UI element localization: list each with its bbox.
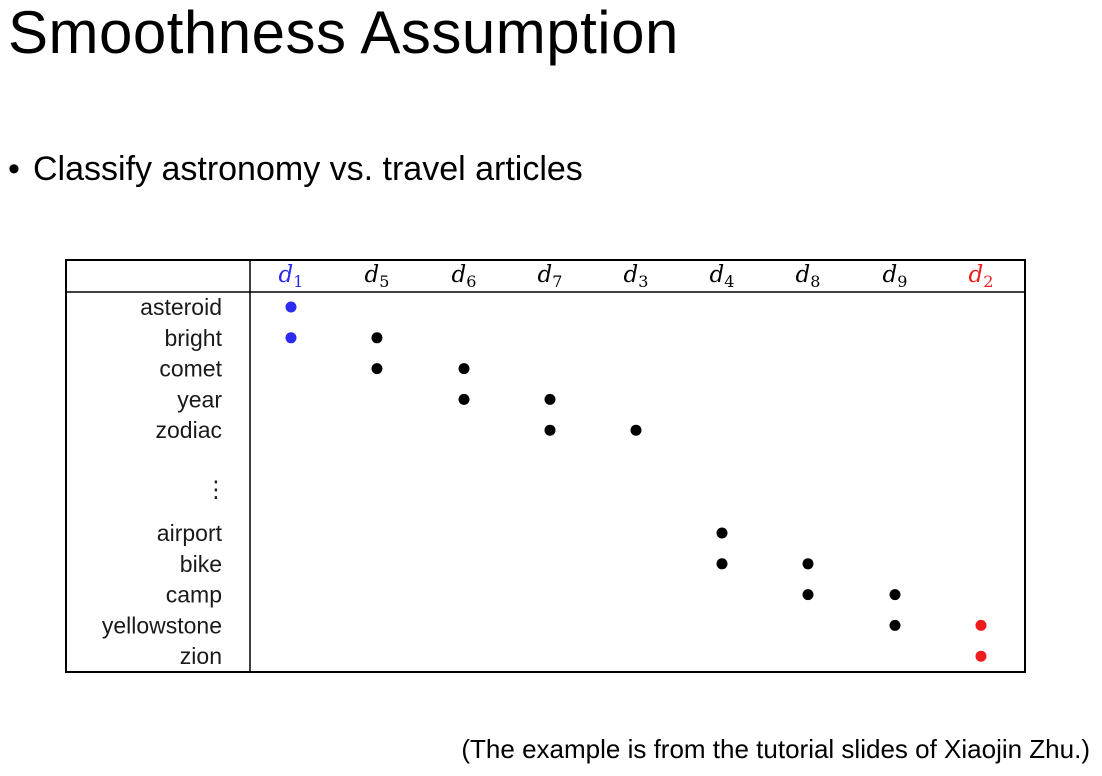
mark-bright-d5: [371, 332, 383, 344]
row-label-airport: airport: [157, 520, 223, 546]
mark-yellowstone-d2: [975, 619, 987, 631]
bullet-symbol: •: [8, 150, 20, 188]
bullet-item: • Classify astronomy vs. travel articles: [8, 150, 583, 189]
mark-camp-d8: [802, 589, 814, 601]
mark-zodiac-d3: [630, 424, 642, 436]
column-header-d3: d3: [624, 262, 649, 291]
mark-zion-d2: [975, 650, 987, 662]
row-label-bike: bike: [180, 551, 222, 577]
column-header-d9: d9: [883, 262, 908, 291]
column-header-d6: d6: [452, 262, 477, 291]
mark-comet-d5: [371, 363, 383, 375]
slide-title: Smoothness Assumption: [8, 0, 679, 66]
row-label-zion: zion: [180, 643, 222, 669]
mark-camp-d9: [889, 589, 901, 601]
column-header-d8: d8: [796, 262, 821, 291]
column-header-d7: d7: [538, 262, 563, 291]
row-label-zodiac: zodiac: [156, 417, 222, 443]
row-label-asteroid: asteroid: [140, 294, 222, 320]
column-header-d1: d1: [279, 262, 304, 291]
mark-year-d7: [544, 393, 556, 405]
mark-yellowstone-d9: [889, 619, 901, 631]
mark-airport-d4: [716, 527, 728, 539]
mark-year-d6: [458, 393, 470, 405]
column-header-d4: d4: [710, 262, 735, 291]
mark-bright-d1: [285, 332, 297, 344]
vertical-ellipsis: ⋮: [205, 476, 228, 502]
mark-bike-d8: [802, 558, 814, 570]
row-label-bright: bright: [164, 325, 222, 351]
mark-bike-d4: [716, 558, 728, 570]
mark-comet-d6: [458, 363, 470, 375]
column-header-d5: d5: [365, 262, 390, 291]
bullet-text: Classify astronomy vs. travel articles: [33, 150, 583, 188]
row-label-year: year: [177, 386, 222, 412]
column-header-d2: d2: [969, 262, 994, 291]
row-label-yellowstone: yellowstone: [102, 612, 222, 638]
source-caption: (The example is from the tutorial slides…: [461, 734, 1090, 764]
mark-asteroid-d1: [285, 301, 297, 313]
row-label-comet: comet: [159, 356, 222, 382]
row-label-camp: camp: [166, 582, 222, 608]
table-border: [65, 259, 1026, 673]
mark-zodiac-d7: [544, 424, 556, 436]
